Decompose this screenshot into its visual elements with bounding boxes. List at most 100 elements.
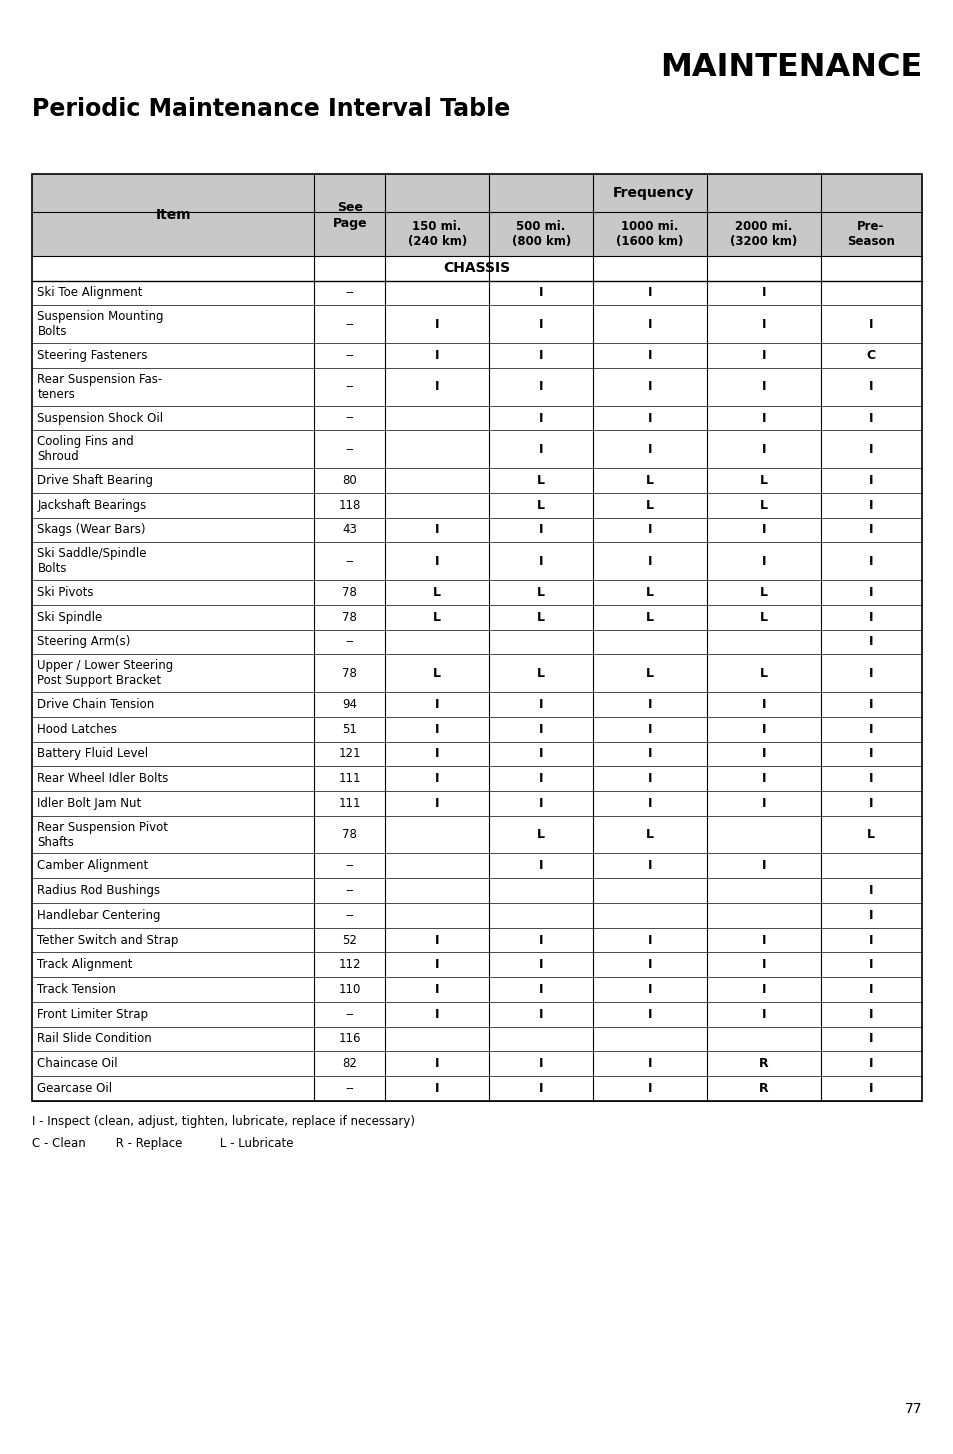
Text: I: I <box>760 747 765 760</box>
Text: I: I <box>647 286 652 300</box>
Text: L: L <box>433 611 440 624</box>
Text: L: L <box>759 586 767 599</box>
Text: I: I <box>538 797 543 810</box>
Text: I: I <box>538 443 543 455</box>
Text: I: I <box>538 958 543 971</box>
Text: --: -- <box>345 635 354 648</box>
Text: I: I <box>868 381 872 393</box>
Text: I: I <box>868 635 872 648</box>
Text: --: -- <box>345 443 354 455</box>
Text: --: -- <box>345 859 354 872</box>
Text: Suspension Mounting
Bolts: Suspension Mounting Bolts <box>37 310 164 339</box>
Text: I: I <box>868 1082 872 1095</box>
Text: I: I <box>868 586 872 599</box>
Text: I: I <box>760 443 765 455</box>
Text: --: -- <box>345 349 354 362</box>
Text: Skags (Wear Bars): Skags (Wear Bars) <box>37 523 146 537</box>
Text: I: I <box>647 411 652 425</box>
Text: Camber Alignment: Camber Alignment <box>37 859 149 872</box>
Text: I: I <box>435 747 439 760</box>
Text: Jackshaft Bearings: Jackshaft Bearings <box>37 499 147 512</box>
Text: L: L <box>759 499 767 512</box>
Text: I: I <box>760 523 765 537</box>
Text: Front Limiter Strap: Front Limiter Strap <box>37 1008 149 1021</box>
Text: --: -- <box>345 411 354 425</box>
Text: --: -- <box>345 555 354 567</box>
Text: I: I <box>647 723 652 736</box>
Text: 110: 110 <box>338 983 360 996</box>
Text: --: -- <box>345 286 354 300</box>
Text: I: I <box>435 555 439 567</box>
Text: C - Clean        R - Replace          L - Lubricate: C - Clean R - Replace L - Lubricate <box>32 1137 294 1150</box>
Text: I: I <box>647 1057 652 1070</box>
Text: I: I <box>647 318 652 330</box>
Text: I: I <box>435 1057 439 1070</box>
Text: I: I <box>538 747 543 760</box>
Text: I: I <box>760 381 765 393</box>
Text: I: I <box>647 1082 652 1095</box>
Text: L: L <box>759 474 767 487</box>
Text: 77: 77 <box>904 1402 922 1416</box>
Text: I: I <box>538 933 543 947</box>
Text: --: -- <box>345 1082 354 1095</box>
Text: I: I <box>647 859 652 872</box>
Text: I: I <box>868 1032 872 1045</box>
Text: I: I <box>760 555 765 567</box>
Text: I: I <box>760 286 765 300</box>
Text: I: I <box>647 523 652 537</box>
Text: Upper / Lower Steering
Post Support Bracket: Upper / Lower Steering Post Support Brac… <box>37 659 173 688</box>
Text: Ski Toe Alignment: Ski Toe Alignment <box>37 286 143 300</box>
Text: 51: 51 <box>342 723 356 736</box>
Text: 1000 mi.
(1600 km): 1000 mi. (1600 km) <box>616 220 683 249</box>
Text: I: I <box>538 286 543 300</box>
Text: Ski Pivots: Ski Pivots <box>37 586 93 599</box>
Text: I: I <box>647 1008 652 1021</box>
Text: Periodic Maintenance Interval Table: Periodic Maintenance Interval Table <box>32 97 510 122</box>
Text: I: I <box>760 983 765 996</box>
Text: I: I <box>868 611 872 624</box>
Text: L: L <box>433 586 440 599</box>
Text: R: R <box>758 1082 768 1095</box>
Text: L: L <box>645 829 653 840</box>
Text: I: I <box>647 381 652 393</box>
Text: I: I <box>435 349 439 362</box>
Text: I: I <box>868 667 872 679</box>
Text: I: I <box>538 1008 543 1021</box>
Text: Tether Switch and Strap: Tether Switch and Strap <box>37 933 178 947</box>
Text: 43: 43 <box>342 523 356 537</box>
Text: Rear Suspension Fas-
teners: Rear Suspension Fas- teners <box>37 372 163 401</box>
Text: Item: Item <box>155 208 191 222</box>
Text: I: I <box>868 747 872 760</box>
Text: Suspension Shock Oil: Suspension Shock Oil <box>37 411 163 425</box>
Text: Frequency: Frequency <box>612 186 694 201</box>
Text: I: I <box>760 349 765 362</box>
Text: --: -- <box>345 381 354 393</box>
Text: I: I <box>760 933 765 947</box>
Text: I: I <box>647 555 652 567</box>
Text: I: I <box>868 983 872 996</box>
Text: I: I <box>435 983 439 996</box>
Text: I: I <box>868 474 872 487</box>
Text: I: I <box>647 772 652 785</box>
Text: I: I <box>868 1057 872 1070</box>
Text: Drive Chain Tension: Drive Chain Tension <box>37 698 154 711</box>
Bar <box>32 174 921 256</box>
Text: I: I <box>435 1008 439 1021</box>
Text: I: I <box>435 933 439 947</box>
Text: 94: 94 <box>342 698 356 711</box>
Text: 82: 82 <box>342 1057 356 1070</box>
Text: I: I <box>647 958 652 971</box>
Text: L: L <box>759 611 767 624</box>
Text: L: L <box>645 611 653 624</box>
Text: L: L <box>645 474 653 487</box>
Text: I: I <box>868 723 872 736</box>
Text: I: I <box>538 349 543 362</box>
Text: I: I <box>868 698 872 711</box>
Text: 78: 78 <box>342 586 356 599</box>
Text: I: I <box>538 381 543 393</box>
Text: I: I <box>760 772 765 785</box>
Text: 121: 121 <box>338 747 360 760</box>
Text: CHASSIS: CHASSIS <box>443 262 510 275</box>
Text: See
Page: See Page <box>332 201 367 230</box>
Text: I: I <box>435 772 439 785</box>
